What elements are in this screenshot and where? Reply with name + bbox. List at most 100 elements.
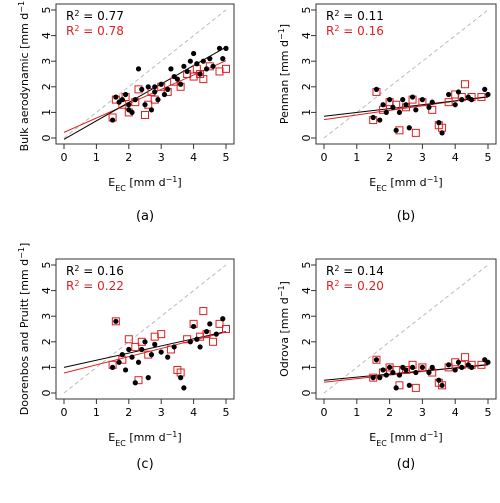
data-point-black-dot <box>400 97 406 103</box>
data-point-black-dot <box>485 91 491 98</box>
plot-frame <box>55 3 235 145</box>
data-point-red-square <box>438 381 447 390</box>
y-tick-label: 3 <box>300 58 313 65</box>
data-point-red-square <box>111 317 120 326</box>
data-point-black-dot <box>165 354 171 360</box>
x-tick-label: 0 <box>321 406 328 419</box>
y-axis-label-close: ] <box>278 24 291 28</box>
data-point-black-dot <box>446 91 452 98</box>
r2-value: = 0.11 <box>339 9 383 23</box>
data-point-black-dot <box>439 130 445 136</box>
y-tick-label: 1 <box>40 364 53 371</box>
y-tick-label: 2 <box>40 338 53 345</box>
data-point-black-dot <box>139 86 145 92</box>
data-point-red-square <box>411 128 420 137</box>
y-tick-label: 2 <box>300 83 313 90</box>
data-point-black-dot <box>452 367 458 373</box>
x-tick-label: 4 <box>452 406 459 419</box>
y-axis-label: Penman [mm d−1] <box>277 24 292 124</box>
data-point-red-square <box>369 373 378 382</box>
r2-sup: 2 <box>334 9 339 18</box>
x-tick-label: 5 <box>485 406 492 419</box>
data-point-black-dot <box>482 86 488 92</box>
data-point-black-dot <box>187 58 193 64</box>
y-tick-label: 4 <box>40 287 53 294</box>
data-point-black-dot <box>213 331 219 337</box>
y-tick-label: 3 <box>40 313 53 320</box>
x-axis-label-unit: [mm d <box>126 176 166 189</box>
data-point-black-dot <box>370 375 376 381</box>
y-tick-label: 3 <box>300 313 313 320</box>
r2-prefix: R <box>66 9 74 23</box>
data-point-black-dot <box>223 45 229 52</box>
data-point-black-dot <box>403 102 409 108</box>
data-point-black-dot <box>197 71 203 77</box>
r2-value: = 0.78 <box>79 24 123 38</box>
data-point-black-dot <box>426 104 432 110</box>
r2-sup: 2 <box>334 24 339 33</box>
x-axis-label-main: E <box>369 431 376 444</box>
data-point-black-dot <box>194 61 200 67</box>
y-tick-label: 0 <box>40 135 53 142</box>
y-tick-label: 5 <box>300 262 313 269</box>
x-tick-label: 4 <box>190 151 197 164</box>
r2-prefix: R <box>66 24 74 38</box>
data-point-black-dot <box>197 344 203 350</box>
data-point-black-dot <box>373 86 380 92</box>
r2-value: = 0.14 <box>339 264 383 278</box>
data-point-black-dot <box>419 364 425 370</box>
r2-value: = 0.77 <box>79 9 123 23</box>
fit-line-red <box>63 60 227 133</box>
x-tick-label: 3 <box>419 151 426 164</box>
data-point-black-dot <box>168 66 174 72</box>
panel-label: (b) <box>397 209 415 224</box>
r2-label-black: R2 = 0.16 <box>66 264 124 279</box>
data-point-black-dot <box>126 346 132 353</box>
data-point-black-dot <box>459 364 465 370</box>
r2-prefix: R <box>326 264 334 278</box>
data-point-black-dot <box>469 97 475 103</box>
data-point-black-dot <box>148 107 155 113</box>
data-point-black-dot <box>207 56 213 62</box>
r2-sup: 2 <box>74 9 79 18</box>
data-point-black-dot <box>429 364 435 370</box>
x-axis-label-sup: −1 <box>427 430 439 439</box>
y-tick-label: 0 <box>300 135 313 142</box>
y-tick-label: 1 <box>300 109 313 116</box>
data-point-black-dot <box>390 369 396 376</box>
data-point-black-dot <box>210 63 216 69</box>
y-tick-label: 5 <box>300 7 313 14</box>
data-point-black-dot <box>132 97 138 103</box>
data-point-red-square <box>209 337 218 346</box>
x-tick-label: 2 <box>125 406 132 419</box>
r2-sup: 2 <box>74 279 79 288</box>
r2-value: = 0.16 <box>339 24 383 38</box>
plot-frame <box>315 3 497 145</box>
data-point-red-square <box>124 335 133 344</box>
x-axis-label-sub: EC <box>115 439 126 448</box>
data-point-black-dot <box>403 367 409 373</box>
data-point-red-square <box>141 110 149 119</box>
data-point-black-dot <box>145 375 151 381</box>
y-axis-label-main: Penman [mm d <box>278 40 291 124</box>
data-point-black-dot <box>203 66 210 72</box>
data-point-black-dot <box>142 339 148 345</box>
x-tick-label: 1 <box>93 406 100 419</box>
data-point-red-square <box>131 342 140 351</box>
x-tick-label: 5 <box>223 151 230 164</box>
data-point-red-square <box>189 72 198 81</box>
data-point-black-dot <box>485 359 491 365</box>
data-point-red-square <box>150 332 159 341</box>
x-tick-label: 4 <box>190 406 197 419</box>
y-tick-label: 0 <box>40 390 53 397</box>
x-axis-label-sub: EC <box>376 184 387 193</box>
y-axis-label-sup: −1 <box>277 28 286 40</box>
x-tick-label: 1 <box>93 151 100 164</box>
y-axis-label: Odrova [mm d−1] <box>277 281 292 377</box>
data-point-black-dot <box>436 120 442 126</box>
y-tick-label: 4 <box>300 32 313 39</box>
data-point-black-dot <box>119 97 125 103</box>
data-point-red-square <box>215 319 224 328</box>
